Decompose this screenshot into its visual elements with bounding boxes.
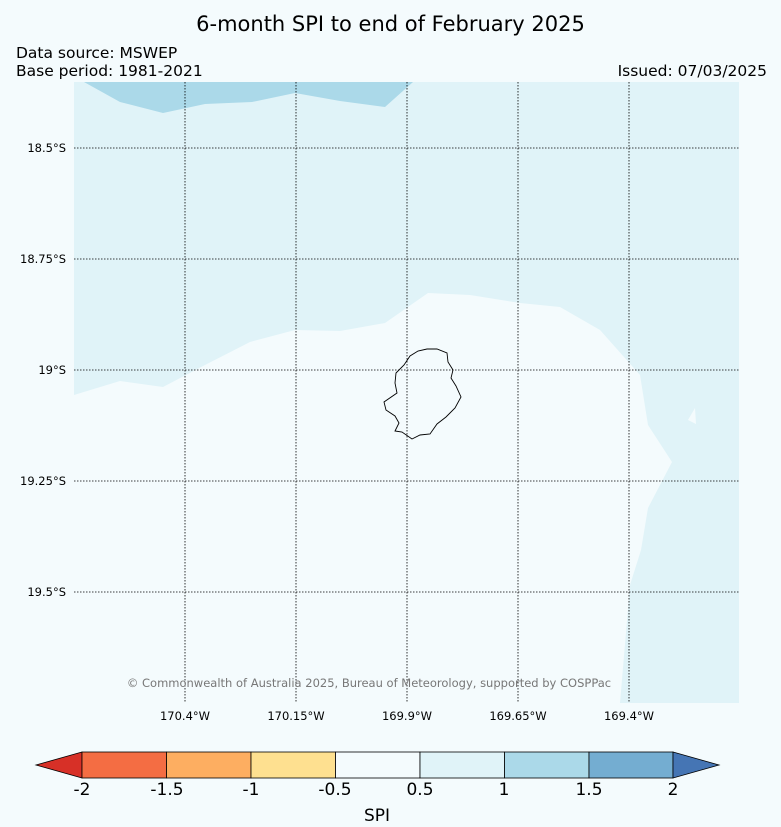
lon-label-170.15: 170.15°W [267,709,325,723]
copyright-note: © Commonwealth of Australia 2025, Bureau… [126,676,612,690]
lon-label-170.4: 170.4°W [159,709,211,723]
colorbar-tick: -1 [242,780,260,800]
colorbar-above-max [672,751,721,779]
base-period: Base period: 1981-2021 [16,62,203,80]
colorbar-bin-3 [250,751,336,779]
lat-label-19.5: 19.5°S [27,585,66,599]
data-source: Data source: MSWEP [16,44,178,62]
gridlines [74,82,739,703]
colorbar-tick: 1 [498,780,510,800]
lon-label-169.4: 169.4°W [603,709,655,723]
island-outline [383,348,462,440]
colorbar-tick: -1.5 [150,780,184,800]
colorbar-bin-2 [166,751,252,779]
colorbar-bin-1 [81,751,167,779]
spi-patch-east [688,408,696,424]
lat-label-19.25: 19.25°S [20,474,66,488]
colorbar-label: SPI [363,806,391,826]
issued-date: Issued: 07/03/2025 [617,62,767,80]
colorbar-tick: -2 [73,780,91,800]
colorbar-bin-6 [504,751,590,779]
lon-label-169.65: 169.65°W [489,709,547,723]
map-title: 6-month SPI to end of February 2025 [196,12,585,36]
colorbar-bin-7 [588,751,674,779]
colorbar-tick: -0.5 [318,780,352,800]
colorbar-bin-5 [419,751,505,779]
spi-region-0.5-1 [74,82,739,703]
lat-label-18.5: 18.5°S [27,141,66,155]
colorbar-tick: 2 [667,780,679,800]
colorbar-tick: 1.5 [575,780,603,800]
colorbar [34,751,721,779]
lat-label-18.75: 18.75°S [20,252,66,266]
colorbar-tick: 0.5 [406,780,434,800]
colorbar-bin-4 [335,751,421,779]
lat-label-19: 19°S [38,363,66,377]
colorbar-below-min [34,751,83,779]
spi-region-1-1.5 [84,82,413,113]
lon-label-169.9: 169.9°W [381,709,433,723]
